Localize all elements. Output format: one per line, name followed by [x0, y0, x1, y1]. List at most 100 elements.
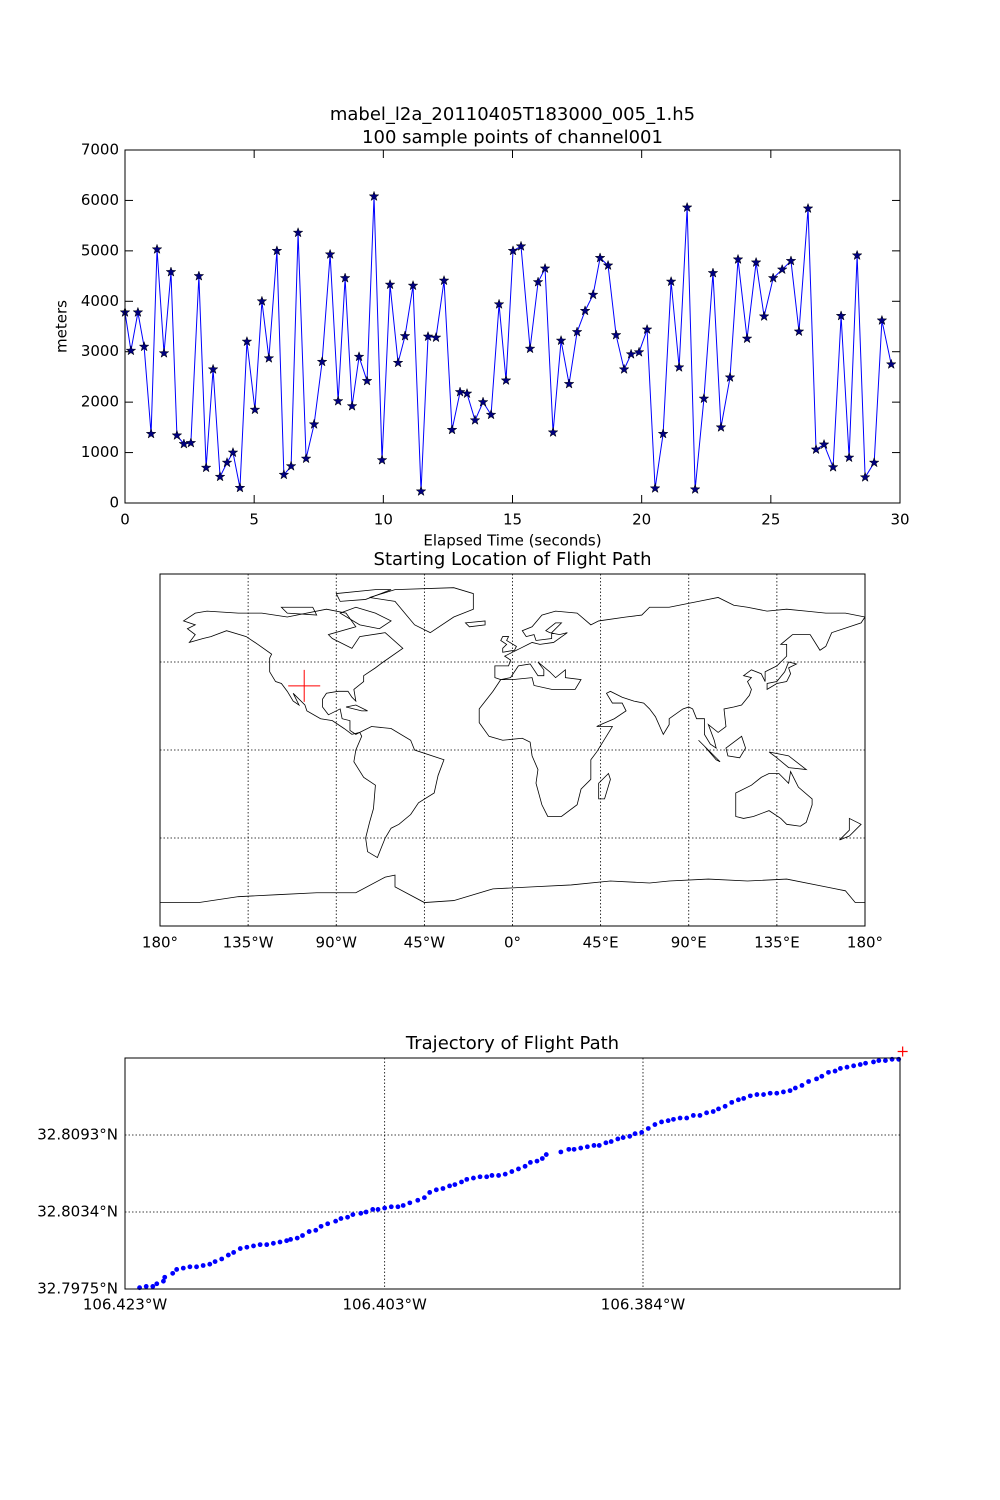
track-point [620, 1135, 626, 1141]
track-point [844, 1064, 850, 1070]
track-point [484, 1174, 490, 1180]
track-point [313, 1227, 319, 1233]
x-tick-label: 10 [374, 511, 393, 529]
track-point [652, 1122, 658, 1127]
axes-frame [124, 149, 901, 504]
axes-frame [159, 573, 866, 927]
track-point [370, 1206, 376, 1212]
x-tick-label: 180° [142, 934, 178, 952]
track-point [826, 1069, 831, 1075]
star-marker [339, 272, 351, 283]
star-marker [145, 428, 157, 439]
star-marker [469, 414, 481, 425]
track-point [161, 1278, 166, 1284]
track-point [162, 1274, 168, 1280]
star-marker [835, 310, 847, 321]
track-point [677, 1115, 683, 1121]
y-tick-label: 6000 [81, 191, 119, 209]
track-point [792, 1085, 798, 1091]
track-point [566, 1146, 572, 1152]
coastline [281, 590, 485, 711]
x-tick-label: 30 [890, 511, 909, 529]
star-marker [292, 226, 304, 238]
track-point [603, 1140, 609, 1146]
star-marker [271, 245, 283, 256]
y-tick-label: 3000 [81, 342, 119, 360]
star-marker [461, 387, 473, 399]
x-tick-label: 90°W [316, 934, 358, 952]
track-point [422, 1195, 427, 1201]
star-marker [263, 352, 275, 363]
track-point [464, 1176, 470, 1182]
star-marker [234, 482, 246, 493]
star-marker [793, 325, 805, 337]
star-marker [698, 392, 710, 404]
track-point [774, 1090, 780, 1096]
y-tick-label: 32.8093°N [37, 1126, 118, 1144]
star-marker [776, 263, 788, 275]
x-tick-label: 0 [120, 511, 130, 529]
y-tick-label: 5000 [81, 241, 119, 259]
star-marker [810, 443, 822, 455]
star-marker [673, 361, 685, 373]
chart-title: mabel_l2a_20110405T183000_005_1.h5 [330, 104, 695, 125]
track-point [690, 1113, 696, 1118]
star-marker [138, 340, 150, 352]
track-point [427, 1190, 433, 1195]
track-point [459, 1179, 464, 1185]
track-point [539, 1156, 545, 1161]
track-point [857, 1062, 863, 1067]
track-point [596, 1143, 602, 1148]
track-point [333, 1218, 339, 1224]
star-marker [547, 426, 559, 438]
star-marker [689, 483, 701, 495]
x-tick-label: 15 [503, 511, 522, 529]
track-point [294, 1235, 300, 1241]
y-tick-label: 32.8034°N [37, 1203, 118, 1221]
track-point [194, 1264, 199, 1270]
star-marker [681, 201, 693, 213]
coastline [599, 736, 807, 799]
track-point [659, 1119, 664, 1125]
track-point [363, 1209, 369, 1215]
x-tick-label: 135°W [223, 934, 274, 952]
star-marker [539, 262, 551, 274]
track-point [704, 1110, 709, 1116]
x-axis-label: Elapsed Time (seconds) [423, 532, 601, 550]
track-point [761, 1092, 766, 1097]
coastlines [160, 588, 865, 903]
star-marker [221, 456, 233, 468]
star-marker [500, 374, 512, 386]
track-point [671, 1116, 676, 1122]
track-point [883, 1058, 888, 1064]
star-marker [477, 396, 489, 407]
star-marker [392, 357, 404, 368]
star-marker [485, 408, 497, 420]
chart-title: Trajectory of Flight Path [405, 1033, 619, 1054]
track-point [684, 1115, 690, 1121]
track-point [502, 1171, 508, 1177]
x-tick-label: 20 [632, 511, 651, 529]
track-point [225, 1252, 231, 1258]
track-point [722, 1103, 728, 1109]
track-point [697, 1113, 703, 1118]
star-marker [207, 363, 219, 375]
star-marker [571, 326, 583, 337]
star-marker [353, 351, 365, 362]
star-marker [633, 346, 645, 357]
star-marker [422, 330, 434, 342]
track-point [174, 1267, 180, 1272]
track-point [375, 1206, 381, 1212]
star-marker [876, 314, 888, 326]
star-marker [524, 342, 536, 354]
coastline [160, 875, 865, 902]
track-point [578, 1145, 584, 1151]
star-marker [594, 252, 606, 263]
track-point [415, 1197, 421, 1203]
y-tick-label: 1000 [81, 443, 119, 461]
track-point [447, 1183, 452, 1189]
track-point [767, 1090, 773, 1096]
star-marker [758, 310, 770, 322]
track-point [863, 1060, 868, 1066]
star-marker [750, 256, 762, 268]
